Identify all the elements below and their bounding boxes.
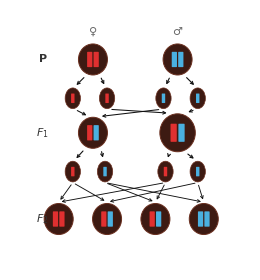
Ellipse shape bbox=[65, 161, 80, 182]
FancyBboxPatch shape bbox=[162, 94, 165, 103]
Ellipse shape bbox=[156, 88, 171, 109]
FancyBboxPatch shape bbox=[150, 211, 155, 227]
Circle shape bbox=[93, 204, 122, 235]
FancyBboxPatch shape bbox=[196, 94, 199, 103]
FancyBboxPatch shape bbox=[178, 124, 185, 142]
FancyBboxPatch shape bbox=[198, 211, 203, 227]
Ellipse shape bbox=[190, 88, 205, 109]
FancyBboxPatch shape bbox=[71, 94, 75, 103]
Circle shape bbox=[163, 44, 192, 75]
Ellipse shape bbox=[65, 88, 80, 109]
FancyBboxPatch shape bbox=[94, 125, 99, 141]
FancyBboxPatch shape bbox=[204, 211, 210, 227]
Ellipse shape bbox=[98, 161, 113, 182]
Text: $F_1$: $F_1$ bbox=[36, 126, 49, 140]
FancyBboxPatch shape bbox=[87, 52, 92, 67]
FancyBboxPatch shape bbox=[94, 52, 99, 67]
FancyBboxPatch shape bbox=[172, 52, 177, 67]
FancyBboxPatch shape bbox=[103, 167, 107, 176]
Circle shape bbox=[44, 204, 73, 235]
FancyBboxPatch shape bbox=[178, 52, 183, 67]
FancyBboxPatch shape bbox=[196, 167, 199, 176]
FancyBboxPatch shape bbox=[53, 211, 58, 227]
FancyBboxPatch shape bbox=[105, 94, 109, 103]
Circle shape bbox=[141, 204, 170, 235]
Ellipse shape bbox=[99, 88, 115, 109]
FancyBboxPatch shape bbox=[59, 211, 64, 227]
Circle shape bbox=[79, 44, 107, 75]
FancyBboxPatch shape bbox=[101, 211, 106, 227]
FancyBboxPatch shape bbox=[156, 211, 161, 227]
FancyBboxPatch shape bbox=[171, 124, 177, 142]
Circle shape bbox=[160, 114, 195, 152]
Ellipse shape bbox=[158, 161, 173, 182]
Circle shape bbox=[79, 117, 107, 148]
Circle shape bbox=[189, 204, 218, 235]
FancyBboxPatch shape bbox=[87, 125, 92, 141]
FancyBboxPatch shape bbox=[108, 211, 113, 227]
Text: $F_2$: $F_2$ bbox=[36, 212, 49, 226]
Text: ♀: ♀ bbox=[89, 27, 97, 37]
Text: P: P bbox=[38, 55, 47, 64]
Text: ♂: ♂ bbox=[173, 27, 183, 37]
FancyBboxPatch shape bbox=[71, 167, 75, 176]
Ellipse shape bbox=[190, 161, 205, 182]
FancyBboxPatch shape bbox=[164, 167, 167, 176]
